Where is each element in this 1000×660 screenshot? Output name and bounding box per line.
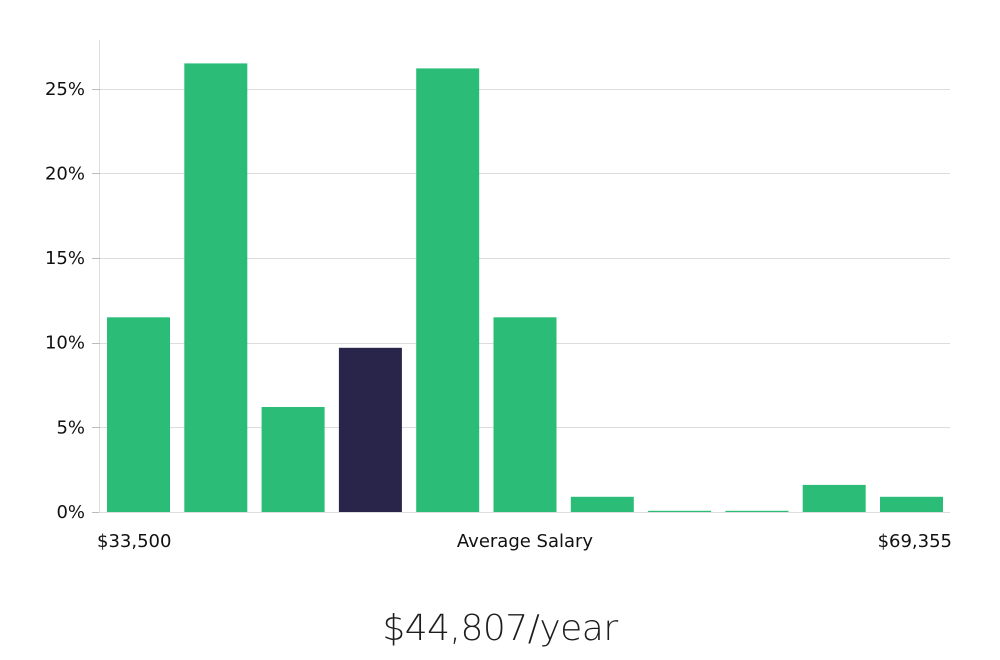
bar-highlighted bbox=[338, 347, 402, 512]
x-max-label: $69,355 bbox=[878, 531, 952, 552]
bar bbox=[107, 317, 170, 512]
y-tick-label: 20% bbox=[45, 163, 85, 184]
bar bbox=[570, 496, 634, 512]
y-tick-label: 5% bbox=[56, 417, 85, 438]
bar bbox=[184, 63, 248, 513]
x-min-label: $33,500 bbox=[97, 531, 171, 552]
bar bbox=[648, 510, 712, 512]
y-tick-label: 0% bbox=[56, 502, 85, 523]
bar bbox=[725, 510, 789, 512]
salary-histogram: 0%5%10%15%20%25% $33,500 Average Salary … bbox=[45, 40, 952, 552]
y-tick-label: 15% bbox=[45, 248, 85, 269]
x-axis-label: Average Salary bbox=[457, 531, 594, 552]
y-axis-ticks: 0% 5% 10% 15% 20% 25% bbox=[45, 79, 100, 523]
bar bbox=[880, 496, 943, 512]
bars bbox=[107, 63, 943, 513]
bar bbox=[802, 484, 866, 512]
bar bbox=[493, 317, 557, 512]
bar bbox=[261, 407, 325, 512]
y-tick-label: 25% bbox=[45, 79, 85, 100]
average-salary-value: $44,807/year bbox=[382, 608, 618, 649]
bar bbox=[416, 68, 480, 513]
y-tick-label: 10% bbox=[45, 333, 85, 354]
